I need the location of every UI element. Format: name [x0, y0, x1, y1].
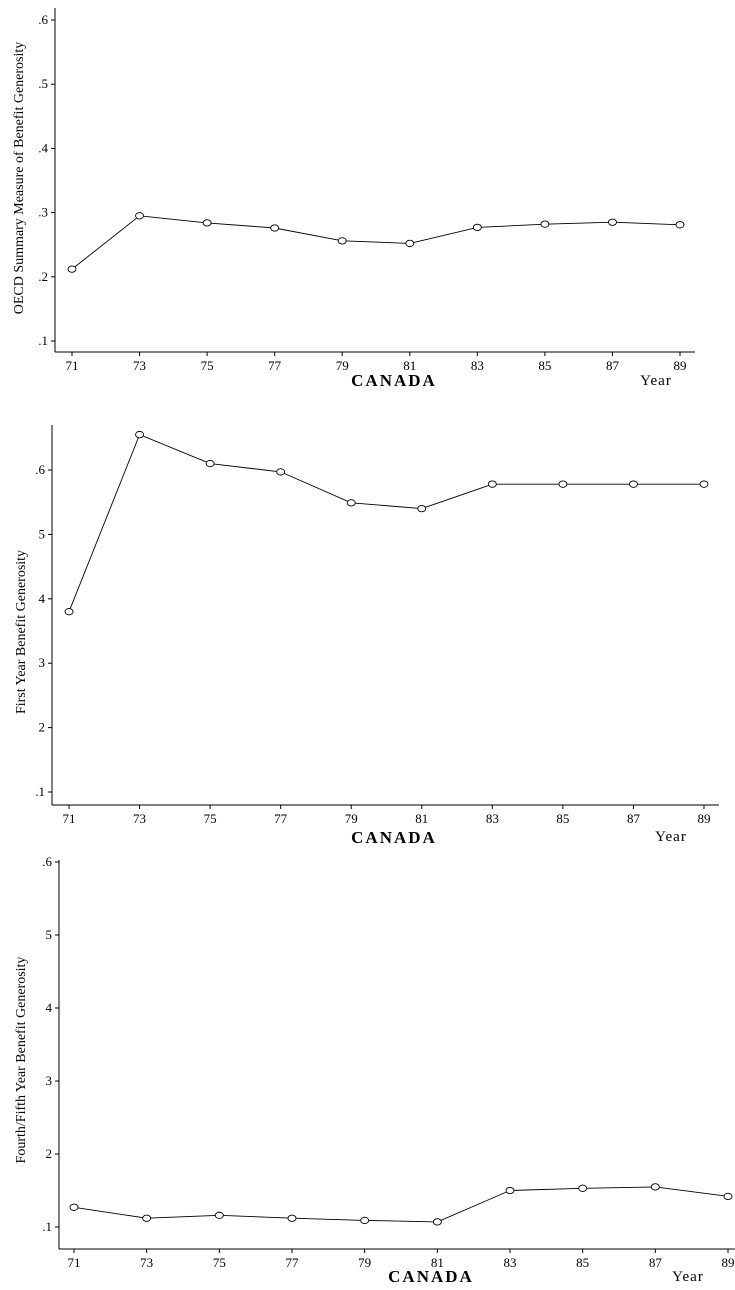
- data-point: [135, 430, 145, 439]
- country-label: CANADA: [351, 828, 437, 847]
- x-tick-label: 71: [68, 1255, 81, 1270]
- x-tick-label: 83: [486, 811, 499, 826]
- y-tick-label: 5: [39, 526, 46, 541]
- y-tick-label: .6: [42, 854, 52, 869]
- x-tick-label: 79: [358, 1255, 371, 1270]
- x-tick-label: 83: [471, 358, 484, 373]
- x-tick-label: 87: [649, 1255, 663, 1270]
- data-point: [67, 265, 77, 273]
- data-point: [205, 459, 215, 468]
- country-label: CANADA: [388, 1267, 474, 1286]
- data-point: [723, 1192, 733, 1200]
- x-tick-label: 89: [722, 1255, 735, 1270]
- data-point: [276, 468, 286, 476]
- y-tick-label: .2: [38, 269, 48, 284]
- data-point: [214, 1211, 224, 1219]
- data-point: [487, 480, 497, 488]
- x-axis-label: Year: [655, 829, 687, 845]
- y-tick-label: .4: [38, 140, 48, 155]
- chart-oecd-summary: OECD Summary Measure of Benefit Generosi…: [0, 0, 735, 400]
- y-tick-label: 3: [46, 1073, 53, 1088]
- x-tick-label: 81: [415, 811, 428, 826]
- y-tick-label: 2: [39, 720, 46, 735]
- x-tick-label: 89: [674, 358, 687, 373]
- y-tick-label: .6: [35, 462, 45, 477]
- x-tick-label: 85: [538, 358, 551, 373]
- y-tick-label: 4: [46, 1000, 53, 1015]
- data-point: [270, 224, 280, 232]
- x-tick-label: 87: [627, 811, 641, 826]
- data-point: [578, 1184, 588, 1192]
- y-tick-label: .5: [38, 76, 48, 91]
- data-point: [628, 480, 638, 488]
- y-axis-label: Fourth/Fifth Year Benefit Generosity: [14, 957, 29, 1164]
- y-tick-label: .1: [38, 333, 48, 348]
- data-point: [346, 499, 356, 507]
- y-axis-label: OECD Summary Measure of Benefit Generosi…: [12, 42, 27, 315]
- x-tick-label: 75: [204, 811, 217, 826]
- chart-first-year: First Year Benefit Generosity CANADA Yea…: [0, 400, 735, 850]
- y-tick-label: .1: [35, 784, 45, 799]
- series-line: [73, 1186, 729, 1223]
- x-tick-label: 73: [140, 1255, 153, 1270]
- x-tick-label: 77: [268, 358, 282, 373]
- x-tick-label: 75: [213, 1255, 226, 1270]
- data-point: [64, 608, 74, 616]
- chart-fourth-fifth-year: Fourth/Fifth Year Benefit Generosity CAN…: [0, 850, 735, 1290]
- data-point: [505, 1186, 515, 1195]
- data-point: [337, 237, 347, 245]
- chart-svg: Fourth/Fifth Year Benefit Generosity CAN…: [14, 854, 735, 1286]
- data-point: [607, 218, 617, 226]
- series-line: [71, 215, 681, 270]
- x-tick-label: 85: [556, 811, 569, 826]
- chart-svg: OECD Summary Measure of Benefit Generosi…: [12, 8, 695, 390]
- data-point: [558, 480, 568, 488]
- data-point: [432, 1218, 442, 1226]
- data-point: [699, 480, 709, 488]
- country-label: CANADA: [351, 371, 437, 390]
- chart-svg: First Year Benefit Generosity CANADA Yea…: [14, 425, 719, 847]
- y-tick-label: .3: [38, 205, 48, 220]
- x-tick-label: 79: [345, 811, 358, 826]
- y-tick-label: .1: [42, 1219, 52, 1234]
- data-point: [650, 1183, 660, 1191]
- x-tick-label: 89: [698, 811, 711, 826]
- data-point: [135, 212, 145, 220]
- x-tick-label: 81: [431, 1255, 444, 1270]
- data-point: [69, 1203, 79, 1211]
- x-tick-label: 85: [576, 1255, 589, 1270]
- data-point: [287, 1214, 297, 1222]
- data-point: [142, 1214, 152, 1222]
- x-tick-label: 83: [504, 1255, 517, 1270]
- y-tick-label: 5: [46, 927, 53, 942]
- x-tick-label: 87: [606, 358, 620, 373]
- data-point: [472, 223, 482, 232]
- x-axis-label: Year: [640, 373, 672, 389]
- data-point: [417, 504, 427, 513]
- x-tick-label: 75: [201, 358, 214, 373]
- x-tick-label: 79: [336, 358, 349, 373]
- x-tick-label: 81: [403, 358, 416, 373]
- data-point: [202, 219, 212, 227]
- y-axis-label: First Year Benefit Generosity: [14, 550, 29, 714]
- y-tick-label: .6: [38, 12, 48, 27]
- x-axis-label: Year: [672, 1269, 704, 1285]
- x-tick-label: 73: [133, 358, 146, 373]
- series-line: [68, 434, 704, 612]
- x-tick-label: 77: [286, 1255, 300, 1270]
- y-tick-label: 4: [39, 591, 46, 606]
- y-tick-label: 2: [46, 1146, 53, 1161]
- data-point: [675, 221, 685, 229]
- x-tick-label: 71: [66, 358, 79, 373]
- data-point: [405, 239, 415, 248]
- x-tick-label: 71: [63, 811, 76, 826]
- data-point: [540, 220, 550, 228]
- data-point: [360, 1216, 370, 1225]
- x-tick-label: 73: [133, 811, 146, 826]
- x-tick-label: 77: [274, 811, 288, 826]
- y-tick-label: 3: [39, 655, 46, 670]
